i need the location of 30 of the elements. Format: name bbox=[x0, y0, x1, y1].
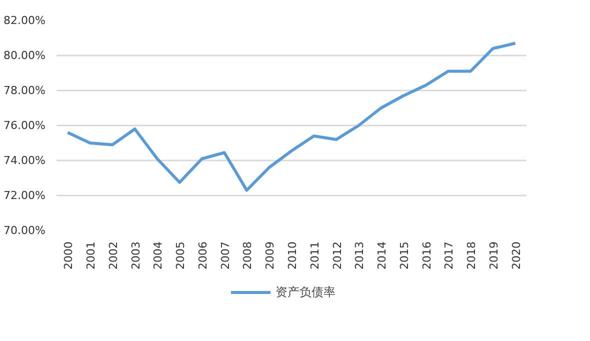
x-tick-label: 2017 bbox=[442, 241, 456, 270]
x-tick-label: 2014 bbox=[376, 241, 389, 270]
x-tick-label: 2004 bbox=[152, 241, 165, 270]
x-tick-label: 2018 bbox=[465, 241, 478, 270]
x-tick-label: 2007 bbox=[218, 241, 232, 270]
x-tick-label: 2011 bbox=[308, 241, 322, 270]
x-tick-label: 2005 bbox=[174, 241, 188, 270]
line-series bbox=[66, 42, 517, 192]
y-tick-label: 72.00% bbox=[4, 189, 46, 202]
x-tick-label: 2009 bbox=[264, 241, 277, 270]
x-tick-label: 2002 bbox=[106, 241, 120, 270]
x-tick-label: 2006 bbox=[196, 241, 210, 270]
y-tick-label: 78.00% bbox=[4, 84, 46, 97]
x-tick-label: 2015 bbox=[398, 241, 411, 270]
x-tick-label: 2008 bbox=[241, 241, 254, 270]
x-tick-label: 2010 bbox=[286, 241, 299, 270]
y-tick-label: 80.00% bbox=[4, 49, 46, 62]
x-tick-label: 2012 bbox=[330, 241, 344, 270]
x-tick-label: 2003 bbox=[129, 241, 142, 270]
x-tick-label: 2019 bbox=[487, 241, 500, 270]
y-tick-label: 82.00% bbox=[4, 14, 46, 27]
x-tick-label: 2001 bbox=[84, 241, 98, 270]
x-tick-label: 2016 bbox=[420, 241, 434, 270]
x-tick-label: 2000 bbox=[62, 241, 76, 270]
x-tick-label: 2013 bbox=[353, 241, 366, 270]
y-tick-label: 74.00% bbox=[4, 154, 46, 167]
legend-label: 资产负债率 bbox=[276, 284, 336, 300]
x-tick-label: 2020 bbox=[510, 241, 523, 270]
y-tick-label: 70.00% bbox=[4, 224, 46, 237]
y-tick-label: 76.00% bbox=[4, 119, 46, 132]
